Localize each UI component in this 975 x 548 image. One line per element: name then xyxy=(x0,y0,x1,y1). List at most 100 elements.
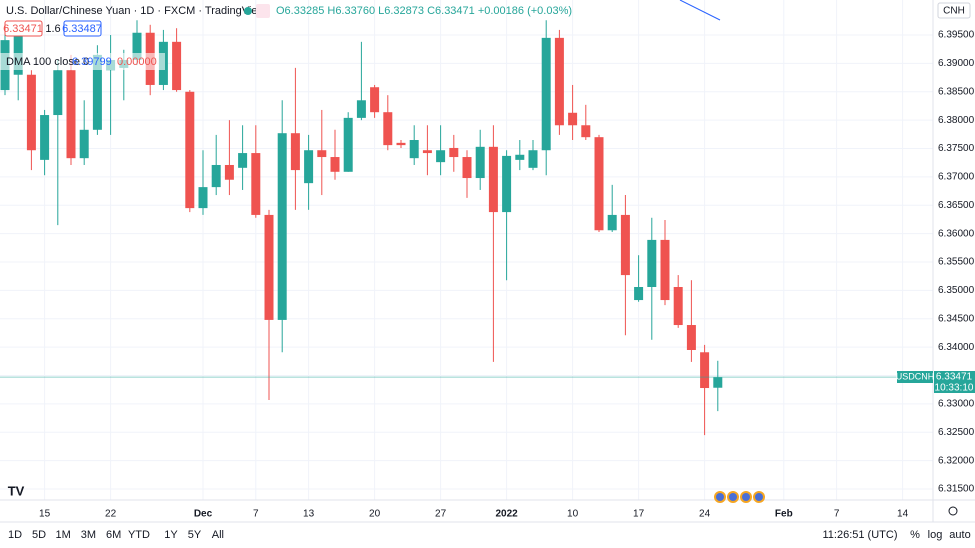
candle-body xyxy=(26,74,36,151)
candle-body xyxy=(304,150,314,184)
candle-body xyxy=(264,214,274,320)
x-tick-label: 22 xyxy=(105,509,117,520)
candle-body xyxy=(528,150,538,168)
candles xyxy=(0,20,933,436)
ask-box[interactable] xyxy=(63,20,102,37)
y-tick-label: 6.32500 xyxy=(938,427,975,438)
y-tick-label: 6.35000 xyxy=(938,285,975,296)
candle-body xyxy=(290,133,300,171)
x-tick-label: 2022 xyxy=(495,509,518,520)
candle-body xyxy=(317,150,327,158)
candle-body xyxy=(581,125,591,138)
currency: CNH xyxy=(943,6,965,17)
y-tick-label: 6.35500 xyxy=(938,257,975,268)
candle-body xyxy=(515,154,525,160)
candle-body xyxy=(396,142,406,146)
x-tick-label: 13 xyxy=(303,509,315,520)
x-tick-label: 14 xyxy=(897,509,909,520)
event-flags[interactable] xyxy=(714,491,765,503)
range-button[interactable]: 1D xyxy=(8,529,22,541)
candle-body xyxy=(330,157,340,172)
candle-body xyxy=(620,214,630,276)
candle-body xyxy=(462,157,472,179)
y-tick-label: 6.31500 xyxy=(938,484,975,495)
range-button[interactable]: 5Y xyxy=(188,529,202,541)
candle-body xyxy=(238,153,248,168)
log-toggle[interactable]: log xyxy=(928,529,943,541)
axes: 6.39500 6.39000 6.38500 6.38000 6.37500 6.370… xyxy=(39,30,975,520)
candle-body xyxy=(568,112,578,126)
range-button[interactable]: 5D xyxy=(32,529,46,541)
candle-body xyxy=(211,164,221,188)
y-tick-label: 6.37500 xyxy=(938,143,975,154)
y-tick-label: 6.39500 xyxy=(938,30,975,41)
candle-body xyxy=(251,153,261,215)
candle-body xyxy=(488,146,498,213)
auto-toggle[interactable]: auto xyxy=(949,529,970,541)
candle-body xyxy=(673,287,683,326)
candle-body xyxy=(700,352,710,389)
x-tick-label: 7 xyxy=(253,509,259,520)
y-tick-label: 6.32000 xyxy=(938,455,975,466)
drawing-line[interactable] xyxy=(679,0,721,21)
tv-logo: TV xyxy=(8,483,25,498)
y-tick-label: 6.34000 xyxy=(938,342,975,353)
range-button[interactable]: YTD xyxy=(128,529,150,541)
y-tick-label: 6.39000 xyxy=(938,58,975,69)
y-tick-label: 6.33000 xyxy=(938,399,975,410)
candle-body xyxy=(660,239,670,301)
clock: 11:26:51 (UTC) xyxy=(823,529,898,541)
candle-body xyxy=(634,287,644,301)
indicator-value: 6.39799 xyxy=(72,56,112,68)
candle-body xyxy=(541,37,551,151)
range-buttons: 1D 5D 1M 3M 6M YTD 1Y 5Y All xyxy=(8,529,224,541)
y-tick-label: 6.38000 xyxy=(938,115,975,126)
status-dot xyxy=(244,7,252,15)
price-tag-price: 6.33471 xyxy=(936,372,973,383)
range-button[interactable]: All xyxy=(212,529,224,541)
candle-body xyxy=(594,137,604,231)
candle-body xyxy=(132,32,142,60)
percent-toggle[interactable]: % xyxy=(910,529,920,541)
grid xyxy=(0,0,933,500)
candle-body xyxy=(409,140,419,159)
candle-body xyxy=(422,150,432,154)
range-button[interactable]: 6M xyxy=(106,529,121,541)
candle-body xyxy=(343,117,353,172)
candle-body xyxy=(383,112,393,146)
candle-body xyxy=(66,70,76,159)
status-badge xyxy=(256,4,270,18)
indicator-bg xyxy=(0,53,165,70)
range-button[interactable]: 1M xyxy=(55,529,70,541)
settings-icon[interactable] xyxy=(948,506,958,516)
candle-body xyxy=(92,54,102,130)
y-tick-label: 6.37000 xyxy=(938,172,975,183)
candle-body xyxy=(713,377,723,388)
range-button[interactable]: 3M xyxy=(81,529,96,541)
candle-body xyxy=(79,129,89,159)
y-tick-label: 6.36500 xyxy=(938,200,975,211)
candle-body xyxy=(356,100,366,118)
x-tick-label: 20 xyxy=(369,509,381,520)
candle-body xyxy=(686,325,696,350)
currency-button[interactable] xyxy=(937,2,971,19)
bid-box[interactable] xyxy=(4,20,43,37)
candle-body xyxy=(370,87,380,113)
ask: 6.33487 xyxy=(62,23,102,35)
candle-body xyxy=(647,239,657,288)
x-tick-label: 10 xyxy=(567,509,579,520)
candle-body xyxy=(554,37,564,126)
x-tick-label: Feb xyxy=(775,509,793,520)
x-tick-label: 7 xyxy=(834,509,840,520)
y-tick-label: 6.38500 xyxy=(938,86,975,97)
price-tag-countdown: 10:33:10 xyxy=(935,383,974,394)
candle-body xyxy=(475,146,485,179)
indicator-offset: 0.00000 xyxy=(117,56,157,68)
x-tick-label: 17 xyxy=(633,509,645,520)
y-tick-label: 6.34500 xyxy=(938,313,975,324)
candle-body xyxy=(224,164,234,180)
candle-body xyxy=(436,150,446,163)
range-button[interactable]: 1Y xyxy=(164,529,178,541)
x-tick-label: Dec xyxy=(194,509,213,520)
candle-body xyxy=(40,115,50,160)
